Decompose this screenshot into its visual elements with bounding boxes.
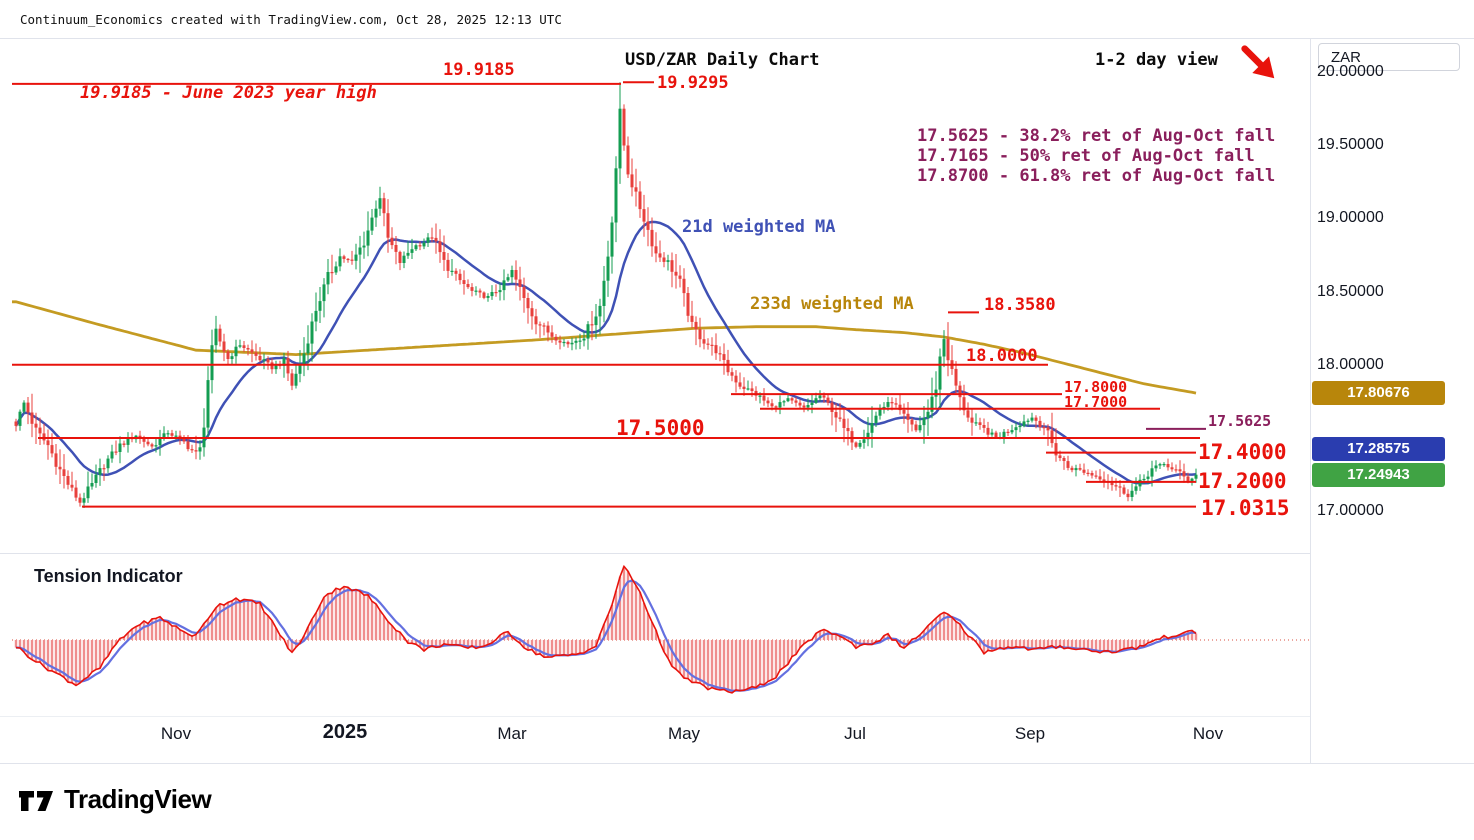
price-badge: 17.28575 [1312,436,1445,461]
annotation-level-17400: 17.4000 [1198,440,1287,464]
time-axis-label: Sep [1014,724,1046,743]
tradingview-brand[interactable]: TradingView [16,780,316,824]
annotation-level-175625: 17.5625 [1208,412,1272,430]
time-axis-label: Jul [844,724,866,743]
price-axis-label: 18.00000 [1317,355,1384,373]
annotation-level-17700: 17.7000 [1064,393,1128,411]
view-note: 1-2 day view [1095,50,1218,70]
price-axis-border [1310,38,1311,764]
attribution-text: Continuum_Economics created with Trading… [20,12,562,27]
pane-divider [0,553,1310,554]
symbol-box: ZAR [1318,43,1460,71]
time-axis[interactable]: Nov 2025 Mar May Jul Sep Nov [0,0,1310,764]
annotation-ma233: 233d weighted MA [750,294,914,314]
down-right-arrow-icon [1241,45,1275,79]
chart-title: USD/ZAR Daily Chart [625,50,820,70]
annotation-level-17500: 17.5000 [616,416,705,440]
price-badge: 17.80676 [1312,381,1445,406]
time-axis-divider [0,716,1310,717]
annotation-peak-level: 19.9185 [443,60,515,80]
symbol-label: ZAR [1331,49,1361,66]
bottom-border [0,763,1474,764]
annotation-level-18358: 18.3580 [984,295,1056,315]
price-axis-label: 19.50000 [1317,136,1384,154]
price-axis-label: 19.00000 [1317,209,1384,227]
time-axis-label: Nov [1192,724,1224,743]
annotation-level-18000: 18.0000 [966,346,1038,366]
price-axis-label: 17.00000 [1317,502,1384,520]
time-axis-label: May [667,724,701,743]
annotation-fib-618: 17.8700 - 61.8% ret of Aug-Oct fall [917,166,1276,186]
time-axis-label: Mar [497,724,527,743]
price-axis[interactable]: ZAR 20.00000 19.50000 19.00000 18.50000 18.0… [1310,38,1474,764]
annotation-ma21: 21d weighted MA [682,217,836,237]
price-chart-plot[interactable] [0,38,1310,764]
annotation-june-high: 19.9185 - June 2023 year high [80,83,377,103]
tradingview-logo-text: TradingView [64,784,212,814]
annotation-fib-382: 17.5625 - 38.2% ret of Aug-Oct fall [917,126,1276,146]
time-axis-label: 2025 [322,721,368,743]
annotation-fib-50: 17.7165 - 50% ret of Aug-Oct fall [917,146,1255,166]
time-axis-label: Nov [160,724,192,743]
tension-indicator-title: Tension Indicator [34,566,183,586]
annotation-level-17800: 17.8000 [1064,378,1128,396]
price-axis-label: 20.00000 [1317,63,1384,80]
price-axis-label: 18.50000 [1317,282,1384,300]
price-badge: 17.24943 [1312,462,1445,487]
annotation-level-170315: 17.0315 [1201,496,1290,520]
annotation-level-17200: 17.2000 [1198,469,1287,493]
annotation-peak-high: 19.9295 [657,73,729,93]
tradingview-logo-icon [19,791,53,811]
header-divider [0,38,1474,39]
